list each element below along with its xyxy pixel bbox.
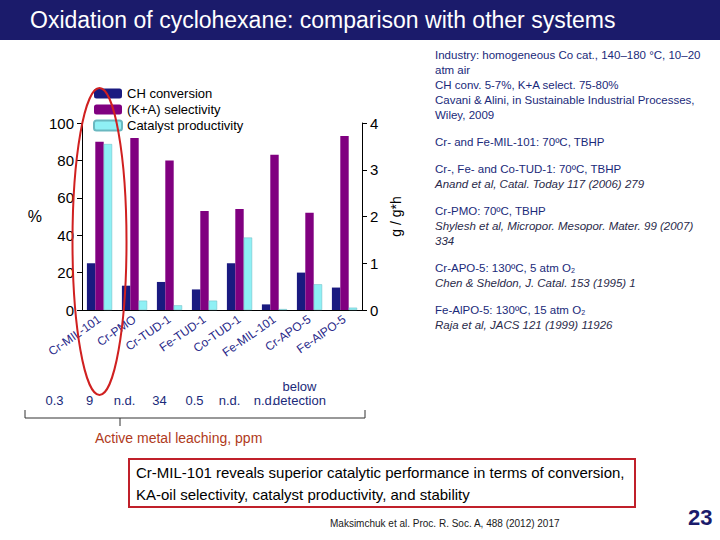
svg-text:Cr-MIL-101: Cr-MIL-101: [46, 312, 104, 358]
svg-text:60: 60: [57, 189, 74, 206]
svg-text:40: 40: [57, 227, 74, 244]
html-text:Oxidation of cyclohexane: comp: Oxidation of cyclohexane: comparison wit…: [30, 7, 616, 33]
html-text:0.3: 0.3: [45, 393, 64, 408]
svg-text:(K+A) selectivity: (K+A) selectivity: [127, 102, 221, 117]
svg-text:Co-TUD-1: Co-TUD-1: [190, 312, 244, 356]
html-text:9: 9: [85, 393, 94, 408]
html-text:Chen & Sheldon, J. Catal. 153: Chen & Sheldon, J. Catal. 153 (1995) 1: [435, 277, 636, 289]
html-text:34: 34: [152, 393, 167, 408]
html-text:0.5: 0.5: [185, 393, 204, 408]
html-text:Raja et al, JACS 121 (1999) 11: Raja et al, JACS 121 (1999) 11926: [435, 319, 613, 331]
html-text:Cr-, Fe- and Co-TUD-1: 70ºC, T: Cr-, Fe- and Co-TUD-1: 70ºC, TBHP: [435, 163, 622, 175]
svg-text:Fe-MIL-101: Fe-MIL-101: [219, 312, 279, 360]
svg-text:3: 3: [370, 161, 378, 178]
svg-text:80: 80: [57, 152, 74, 169]
html-text:n.d.: n.d.: [113, 393, 136, 408]
svg-text:20: 20: [57, 264, 74, 281]
svg-text:Catalyst productivity: Catalyst productivity: [127, 118, 244, 133]
html-text:n.d.: n.d.: [218, 393, 241, 408]
svg-text:CH conversion: CH conversion: [127, 86, 212, 101]
svg-text:Fe-AlPO-5: Fe-AlPO-5: [294, 312, 349, 356]
svg-text:0: 0: [66, 302, 74, 319]
html-text:n.d.: n.d.: [253, 393, 276, 408]
html-text:Cr-MIL-101 reveals superior ca: Cr-MIL-101 reveals superior catalytic pe…: [136, 464, 625, 503]
html-text:Fe-AlPO-5: 130ºC, 15 atm O₂: Fe-AlPO-5: 130ºC, 15 atm O₂: [435, 304, 586, 316]
svg-text:g / g*h: g / g*h: [388, 196, 404, 236]
svg-text:2: 2: [370, 208, 378, 225]
html-text:Active metal leaching, ppm: Active metal leaching, ppm: [95, 430, 263, 446]
html-text:CH conv. 5-7%, K+A select. 75-: CH conv. 5-7%, K+A select. 75-80%: [435, 79, 619, 91]
html-text:Anand et al, Catal. Today 117: Anand et al, Catal. Today 117 (2006) 279: [435, 178, 645, 190]
html-text:Cavani & Alini, in Sustainable: Cavani & Alini, in Sustainable Industria…: [435, 94, 695, 121]
svg-text:4: 4: [370, 115, 378, 132]
html-text:Industry: homogeneous Co cat.,: Industry: homogeneous Co cat., 140–180 °…: [435, 49, 701, 76]
html-text:23: 23: [688, 505, 713, 530]
html-text:below detection: below detection: [273, 379, 326, 408]
html-text:Cr- and Fe-MIL-101: 70ºC, TBHP: Cr- and Fe-MIL-101: 70ºC, TBHP: [435, 136, 605, 148]
svg-text:Cr-TUD-1: Cr-TUD-1: [122, 312, 174, 354]
svg-text:1: 1: [370, 255, 378, 272]
svg-text:Fe-TUD-1: Fe-TUD-1: [156, 312, 209, 355]
svg-text:100: 100: [49, 115, 74, 132]
svg-text:%: %: [28, 208, 42, 225]
svg-text:Cr-PMO: Cr-PMO: [94, 312, 139, 349]
html-text:Cr-PMO: 70ºC, TBHP: Cr-PMO: 70ºC, TBHP: [435, 205, 546, 217]
svg-text:0: 0: [370, 302, 378, 319]
html-text:Cr-APO-5: 130ºC, 5 atm O₂: Cr-APO-5: 130ºC, 5 atm O₂: [435, 262, 576, 274]
html-text:Shylesh et al, Micropor. Mesop: Shylesh et al, Micropor. Mesopor. Mater.…: [435, 220, 694, 247]
svg-text:Cr-APO-5: Cr-APO-5: [262, 312, 314, 354]
html-text:Maksimchuk et al. Proc. R. Soc: Maksimchuk et al. Proc. R. Soc. A, 488 (…: [330, 518, 560, 529]
